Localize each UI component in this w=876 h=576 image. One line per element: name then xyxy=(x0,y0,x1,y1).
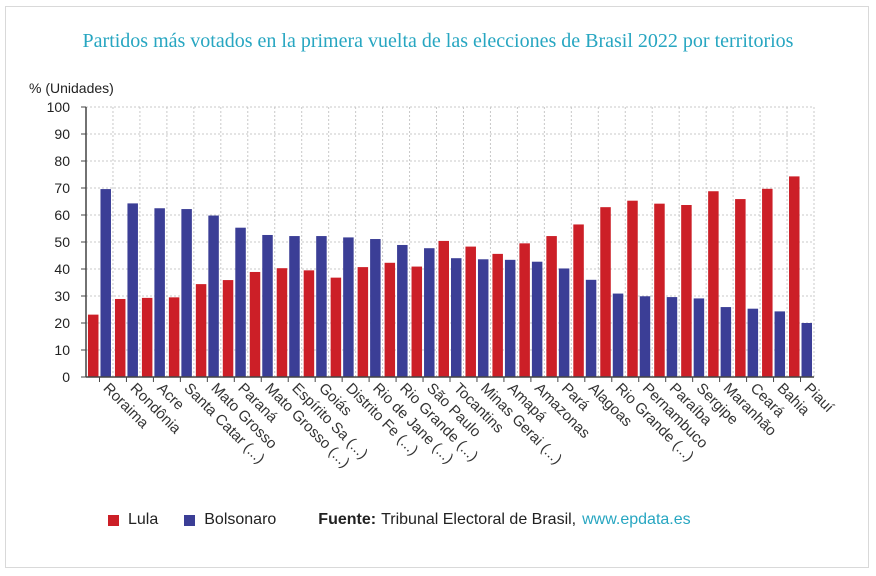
bar-bolsonaro xyxy=(612,293,624,377)
bar-bolsonaro xyxy=(154,208,165,377)
bar-lula xyxy=(492,253,503,377)
bar-lula xyxy=(762,188,773,377)
bar-bolsonaro xyxy=(235,227,246,377)
bar-bolsonaro xyxy=(531,261,543,377)
source-label: Fuente: xyxy=(318,511,377,528)
bar-bolsonaro xyxy=(208,215,219,377)
bar-bolsonaro xyxy=(666,297,678,377)
y-tick-label: 0 xyxy=(62,369,70,385)
bar-bolsonaro xyxy=(316,236,327,377)
bar-lula xyxy=(708,191,719,377)
legend: Lula Bolsonaro Fuente: Tribunal Electora… xyxy=(108,509,691,531)
bar-bolsonaro xyxy=(424,248,435,377)
bar-bolsonaro xyxy=(289,236,300,377)
legend-label-lula: Lula xyxy=(128,511,159,528)
legend-swatch-lula xyxy=(108,514,119,526)
bar-lula xyxy=(519,243,530,377)
bar-bolsonaro xyxy=(127,203,138,377)
bar-bolsonaro xyxy=(639,296,651,377)
bar-bolsonaro xyxy=(504,259,516,377)
bar-lula xyxy=(438,240,449,377)
bar-bolsonaro xyxy=(262,234,273,377)
bar-lula xyxy=(546,236,557,377)
bar-lula xyxy=(222,280,234,377)
bar-lula xyxy=(303,270,315,377)
bar-lula xyxy=(330,277,342,377)
y-tick-label: 70 xyxy=(54,180,70,196)
bar-lula xyxy=(276,268,288,377)
bar-lula xyxy=(168,297,180,377)
bar-bolsonaro xyxy=(181,209,192,377)
legend-swatch-bolsonaro xyxy=(184,514,196,526)
bar-lula xyxy=(789,176,800,377)
legend-item-lula[interactable]: Lula xyxy=(108,511,158,529)
y-tick-label: 100 xyxy=(47,99,71,115)
y-axis-label: % (Unidades) xyxy=(29,80,114,96)
bar-lula xyxy=(384,262,396,377)
bar-lula xyxy=(141,297,153,377)
bar-lula xyxy=(654,203,665,377)
bar-bolsonaro xyxy=(585,279,597,377)
bar-lula xyxy=(465,246,476,377)
y-tick-label: 40 xyxy=(54,261,70,277)
legend-item-bolsonaro[interactable]: Bolsonaro xyxy=(184,511,276,529)
bar-bolsonaro xyxy=(370,239,381,377)
bar-lula xyxy=(600,207,611,377)
bar-lula xyxy=(249,271,261,377)
chart-title: Partidos más votados en la primera vuelt… xyxy=(82,30,794,52)
bar-bolsonaro xyxy=(451,258,462,377)
bar-bolsonaro xyxy=(720,307,732,377)
legend-label-bolsonaro: Bolsonaro xyxy=(204,511,277,528)
bar-lula xyxy=(87,314,99,377)
bar-lula xyxy=(573,224,584,377)
bar-bolsonaro xyxy=(693,298,705,377)
bar-lula xyxy=(195,284,207,377)
source-link[interactable]: www.epdata.es xyxy=(582,511,691,528)
y-tick-label: 90 xyxy=(54,126,70,142)
bar-bolsonaro xyxy=(343,237,354,377)
source-note: Fuente: Tribunal Electoral de Brasil, ww… xyxy=(318,511,690,529)
y-tick-label: 50 xyxy=(54,234,70,250)
bar-bolsonaro xyxy=(100,189,111,377)
bar-bolsonaro xyxy=(558,268,570,377)
y-tick-label: 30 xyxy=(54,288,70,304)
bar-lula xyxy=(411,266,423,377)
y-tick-label: 60 xyxy=(54,207,70,223)
source-text: Tribunal Electoral de Brasil, xyxy=(381,511,577,528)
bar-bolsonaro xyxy=(747,308,759,377)
bar-bolsonaro xyxy=(801,323,813,377)
bar-lula xyxy=(735,199,746,377)
y-tick-label: 10 xyxy=(54,342,70,358)
y-tick-label: 20 xyxy=(54,315,70,331)
y-tick-label: 80 xyxy=(54,153,70,169)
bar-lula xyxy=(627,200,638,377)
bar-lula xyxy=(681,205,692,377)
bar-lula xyxy=(357,267,369,377)
bar-bolsonaro xyxy=(397,244,408,377)
bar-bolsonaro xyxy=(477,259,489,377)
bar-bolsonaro xyxy=(774,311,786,377)
bar-lula xyxy=(114,298,126,377)
